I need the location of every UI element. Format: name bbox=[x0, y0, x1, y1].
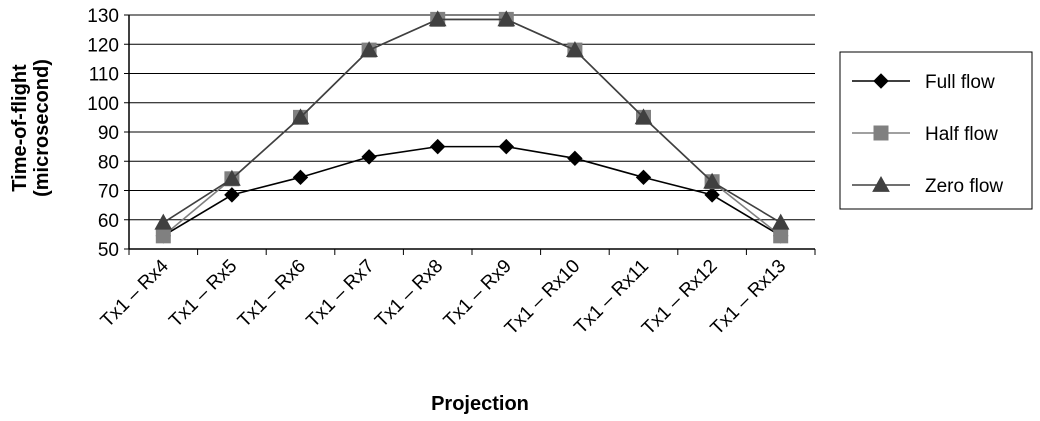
x-tick-label: Tx1 – Rx7 bbox=[303, 256, 379, 332]
y-axis-title-line-1: Time-of-flight bbox=[9, 64, 31, 192]
series-line bbox=[162, 145, 782, 237]
gridlines bbox=[124, 14, 816, 255]
legend-triangle-marker bbox=[872, 175, 890, 192]
data-point-triangle-marker bbox=[154, 213, 173, 230]
data-point-square-marker bbox=[155, 228, 171, 244]
y-tick-labels: 50 60 70 80 90 100 110 120 130 bbox=[87, 6, 119, 261]
data-point-triangle-marker bbox=[566, 41, 584, 57]
x-tick-label: Tx1 – Rx6 bbox=[234, 256, 310, 332]
series-triangle bbox=[154, 10, 790, 230]
y-tick-label: 70 bbox=[98, 182, 119, 203]
legend: Full flow Half flow Zero flow bbox=[839, 51, 1033, 210]
data-point-triangle-marker bbox=[703, 172, 721, 189]
y-axis-title-line-2: (microsecond) bbox=[31, 59, 53, 197]
y-tick-label: 110 bbox=[89, 65, 119, 86]
y-tick-label: 80 bbox=[98, 152, 119, 173]
data-point-triangle-marker bbox=[360, 41, 378, 57]
y-tick-label: 90 bbox=[98, 123, 119, 144]
y-tick-label: 130 bbox=[87, 6, 119, 27]
x-tick-label: Tx1 – Rx8 bbox=[371, 256, 447, 332]
x-tick-label: Tx1 – Rx5 bbox=[165, 256, 241, 332]
legend-label: Zero flow bbox=[925, 176, 1003, 197]
legend-label: Full flow bbox=[925, 72, 995, 93]
data-point-diamond-marker bbox=[635, 169, 652, 186]
legend-label: Half flow bbox=[925, 124, 998, 145]
x-tick-label: Tx1 – Rx4 bbox=[97, 255, 173, 331]
data-point-diamond-marker bbox=[429, 138, 446, 155]
legend-diamond-marker bbox=[873, 73, 889, 89]
legend-square-marker bbox=[873, 125, 889, 141]
y-tick-label: 120 bbox=[87, 35, 119, 56]
x-axis-title: Projection bbox=[431, 393, 529, 415]
data-point-diamond-marker bbox=[704, 187, 720, 203]
data-point-triangle-marker bbox=[223, 169, 241, 186]
data-point-diamond-marker bbox=[498, 138, 515, 155]
series-diamond bbox=[155, 138, 789, 244]
legend-frame bbox=[839, 51, 1033, 210]
data-point-square-marker bbox=[773, 228, 789, 244]
data-point-diamond-marker bbox=[361, 149, 377, 165]
data-point-triangle-marker bbox=[771, 213, 790, 230]
data-point-triangle-marker bbox=[291, 108, 310, 125]
data-point-diamond-marker bbox=[224, 187, 240, 203]
data-point-triangle-marker bbox=[497, 10, 516, 27]
data-point-triangle-marker bbox=[634, 108, 653, 125]
y-tick-label: 100 bbox=[87, 94, 119, 115]
y-tick-label: 50 bbox=[98, 240, 119, 261]
series-line bbox=[162, 18, 782, 237]
series-line bbox=[162, 18, 782, 224]
series-square bbox=[155, 11, 789, 244]
data-point-triangle-marker bbox=[428, 10, 447, 27]
data-point-diamond-marker bbox=[292, 169, 309, 186]
series bbox=[154, 10, 790, 244]
data-point-diamond-marker bbox=[567, 150, 583, 167]
y-tick-label: 60 bbox=[98, 211, 119, 232]
